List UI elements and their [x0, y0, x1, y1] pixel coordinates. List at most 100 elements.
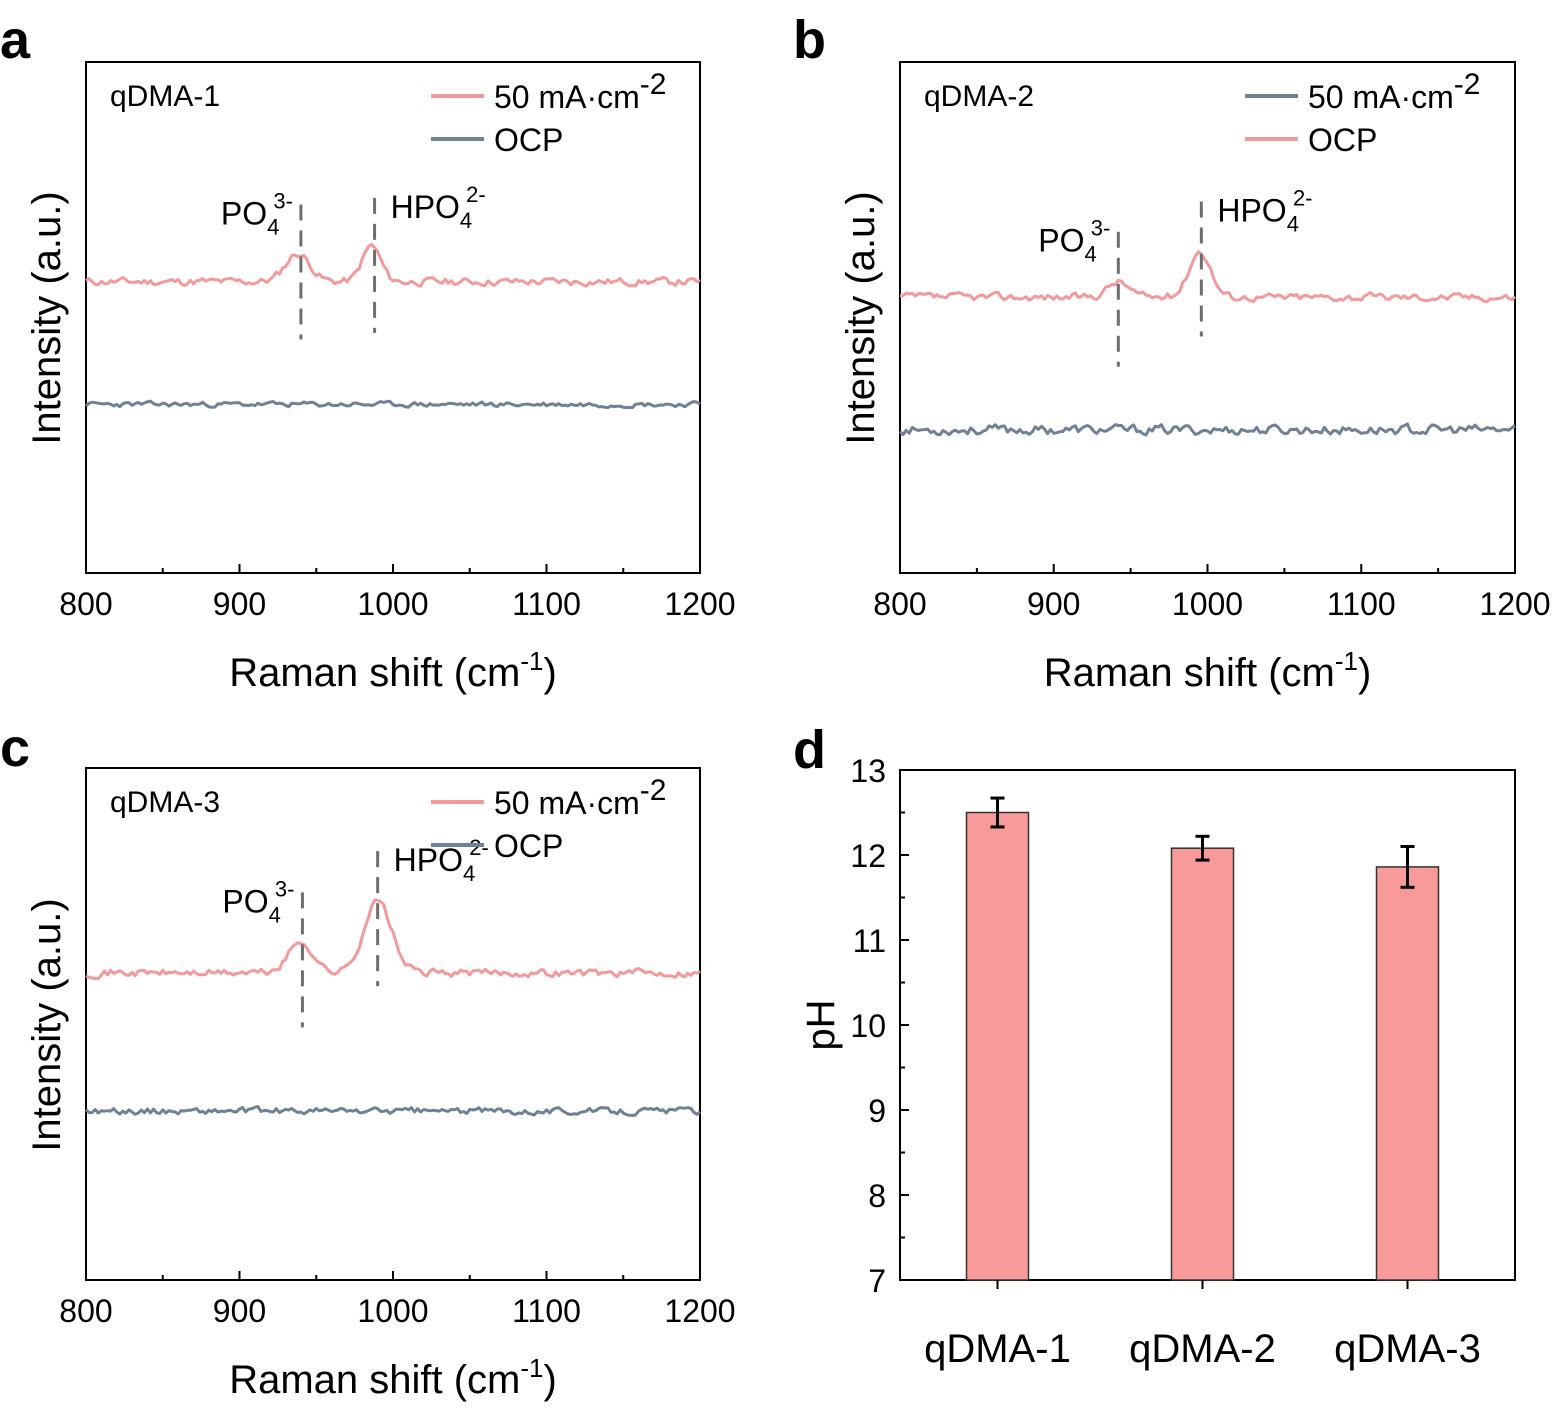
x-tick-label: 900	[213, 586, 266, 622]
x-axis-label: Raman shift (cm-1)	[1044, 646, 1372, 695]
x-axis-label-end: )	[543, 1358, 556, 1402]
annotation-sup: 2-	[466, 182, 486, 207]
legend-label-sup: -2	[1454, 68, 1481, 101]
peak-annotation: HPO42-	[1217, 186, 1312, 237]
panel-letter: c	[0, 718, 30, 778]
x-axis-label-end: )	[1358, 651, 1371, 695]
sample-label: qDMA-1	[110, 80, 220, 113]
annotation-formula: HPO	[394, 842, 463, 878]
y-axis-label: Intensity (a.u.)	[25, 898, 69, 1151]
legend-label: OCP	[494, 122, 563, 158]
legend-label-sup: -2	[640, 68, 667, 101]
peak-annotation: PO43-	[222, 876, 294, 927]
x-tick-label: 800	[873, 586, 926, 622]
plot-frame	[899, 61, 1516, 574]
peak-annotation: PO43-	[221, 188, 293, 239]
x-axis-label-sup: -1	[520, 646, 543, 676]
panel-a: a 800 900 1000 1100 1200 Raman shift (cm-1) Int…	[0, 10, 736, 695]
y-tick-label: 12	[850, 838, 886, 874]
annotation-sub: 4	[1287, 212, 1299, 237]
category-label: qDMA-3	[1334, 1327, 1481, 1371]
legend-label: OCP	[494, 828, 563, 864]
series-line	[85, 242, 701, 288]
x-tick-label: 1100	[1327, 586, 1396, 622]
x-tick-label: 1100	[512, 586, 581, 622]
annotation-formula: HPO	[1217, 193, 1286, 229]
x-axis-label-end: )	[543, 651, 556, 695]
x-axis-label: Raman shift (cm-1)	[229, 1353, 557, 1402]
annotation-sub: 4	[460, 208, 472, 233]
series-line	[899, 250, 1517, 304]
category-label: qDMA-2	[1129, 1327, 1276, 1371]
annotation-sub: 4	[269, 902, 281, 927]
legend-entry: OCP	[494, 828, 563, 864]
annotation-sub: 4	[267, 214, 279, 239]
x-axis-label: Raman shift (cm-1)	[229, 646, 557, 695]
peak-annotation: PO43-	[1038, 216, 1110, 267]
y-tick-label: 8	[868, 1178, 886, 1214]
legend-label: 50 mA·cm	[494, 785, 640, 821]
series-line	[85, 898, 701, 981]
x-tick-label: 900	[1027, 586, 1080, 622]
y-tick-label: 11	[853, 923, 886, 959]
sample-label: qDMA-2	[924, 80, 1034, 113]
legend-entry: 50 mA·cm-2	[494, 68, 666, 115]
legend-entry: 50 mA·cm-2	[1308, 68, 1480, 115]
legend-label: 50 mA·cm	[494, 79, 640, 115]
bar	[1375, 866, 1440, 1281]
panel-b: b 800 900 1000 1100 1200 Raman shift (cm-1) Int…	[793, 10, 1551, 695]
y-axis-label: Intensity (a.u.)	[839, 191, 883, 444]
annotation-formula: HPO	[391, 189, 460, 225]
x-axis-label-sup: -1	[1335, 646, 1358, 676]
annotation-sup: 3-	[1091, 216, 1111, 241]
y-tick-label: 13	[850, 753, 886, 789]
y-axis-label: pH	[799, 999, 843, 1050]
x-axis-label-sup: -1	[520, 1353, 543, 1383]
annotation-sub: 4	[463, 861, 475, 886]
x-tick-label: 800	[59, 586, 112, 622]
panel-letter: a	[0, 10, 31, 70]
x-tick-label: 900	[213, 1293, 266, 1329]
category-label: qDMA-1	[924, 1327, 1071, 1371]
legend-entry: OCP	[494, 122, 563, 158]
x-tick-label: 1000	[1172, 586, 1243, 622]
y-axis-label: Intensity (a.u.)	[25, 191, 69, 444]
x-tick-label: 1000	[357, 1293, 428, 1329]
annotation-sup: 3-	[273, 188, 293, 213]
annotation-sub: 4	[1085, 242, 1097, 267]
x-axis-label-text: Raman shift (cm	[229, 1358, 520, 1402]
panel-letter: b	[793, 10, 826, 70]
bar	[965, 811, 1030, 1281]
annotation-formula: PO	[222, 883, 268, 919]
legend-label: 50 mA·cm	[1308, 79, 1454, 115]
legend-entry: 50 mA·cm-2	[494, 774, 666, 821]
x-axis-label-text: Raman shift (cm	[1044, 651, 1335, 695]
annotation-sup: 2-	[469, 835, 489, 860]
x-tick-label: 1200	[1479, 586, 1550, 622]
x-tick-label: 1200	[664, 586, 735, 622]
panel-d: d 7 8 9 10 11 12 13 pH qDMA-1 qDMA-2 qDMA-3	[793, 720, 1516, 1371]
y-tick-label: 10	[850, 1008, 886, 1044]
plot-frame	[85, 61, 701, 574]
annotation-formula: PO	[1038, 223, 1084, 259]
bar	[1170, 847, 1235, 1281]
x-tick-label: 1200	[664, 1293, 735, 1329]
annotation-sup: 3-	[275, 876, 295, 901]
y-tick-label: 7	[868, 1263, 886, 1299]
panel-letter: d	[793, 720, 826, 780]
sample-label: qDMA-3	[110, 786, 220, 819]
legend-entry: OCP	[1308, 122, 1377, 158]
series-line	[84, 399, 701, 410]
x-tick-label: 1000	[357, 586, 428, 622]
annotation-formula: PO	[221, 195, 267, 231]
x-axis-label-text: Raman shift (cm	[229, 651, 520, 695]
x-tick-label: 1100	[512, 1293, 581, 1329]
x-tick-label: 800	[59, 1293, 112, 1329]
legend-label: OCP	[1308, 122, 1377, 158]
y-tick-label: 9	[868, 1093, 886, 1129]
legend-label-sup: -2	[640, 774, 667, 807]
series-line	[84, 1105, 701, 1117]
panel-c: c 800 900 1000 1100 1200 Raman shift (cm-1) Int…	[0, 718, 736, 1402]
series-line	[898, 422, 1516, 437]
